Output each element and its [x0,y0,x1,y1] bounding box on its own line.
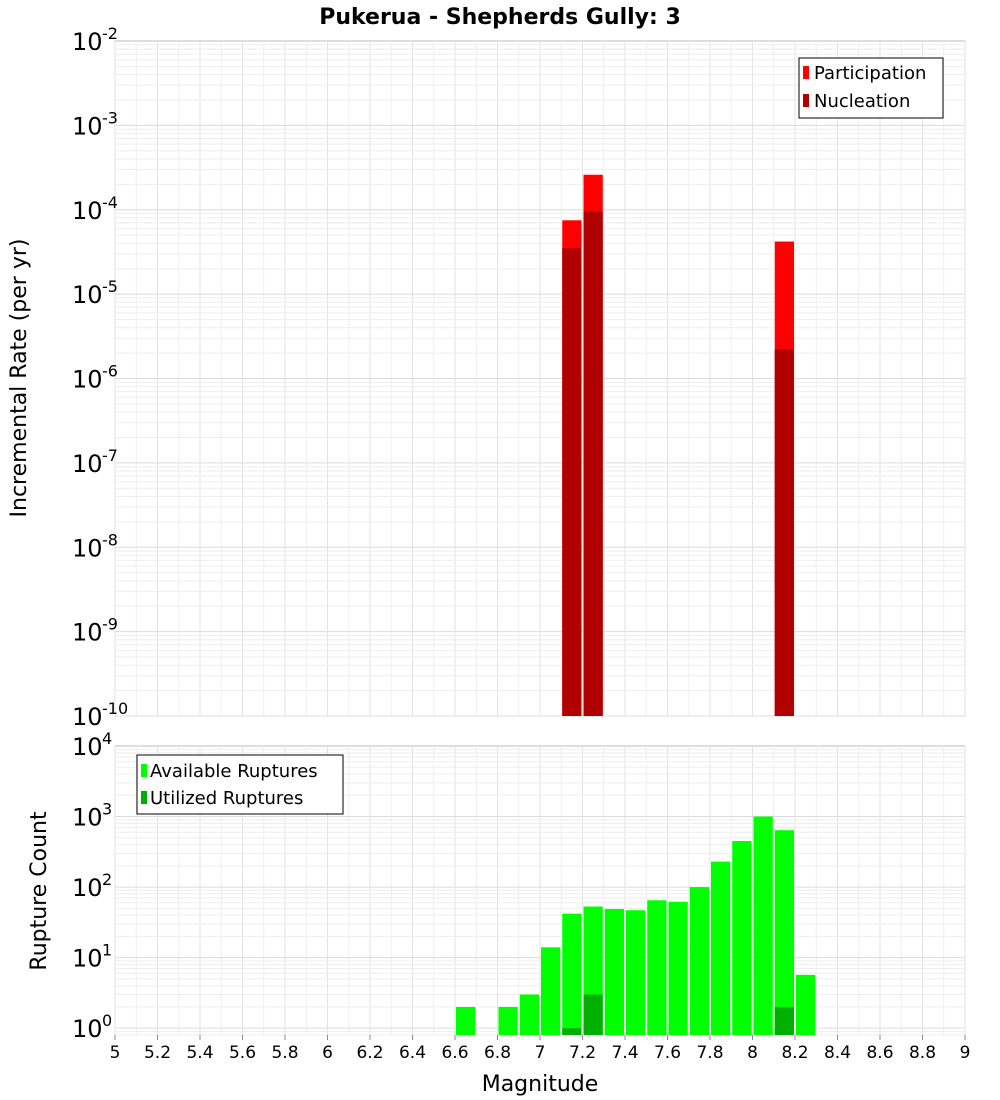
x-tick-label: 5 [110,1043,121,1063]
count-bar-a [541,947,561,1035]
x-tick-label: 8.6 [866,1043,893,1063]
top-bars [562,174,794,717]
rate-bar-b [562,248,582,717]
y-tick-exponent: 1 [102,941,112,960]
legend-utilized-label: Utilized Ruptures [150,788,303,809]
legend-available-swatch [141,764,147,777]
count-bar-a [626,910,646,1035]
y-tick-exponent: -2 [102,24,118,43]
count-bar-a [711,861,731,1035]
chart-title: Pukerua - Shepherds Gully: 3 [319,5,681,30]
rate-bar-b [774,349,794,716]
x-tick-label: 8 [747,1043,758,1063]
y-tick-exponent: -4 [102,193,118,212]
count-bar-b [774,1006,794,1035]
count-bar-a [774,830,794,1035]
legend-utilized-swatch [141,791,147,804]
y-tick-label: 10 [72,281,103,309]
count-bar-a [796,974,816,1035]
y-tick-label: 10 [72,945,103,973]
count-bar-a [647,900,667,1035]
y-tick-exponent: -7 [102,446,118,465]
rate-bar-b [583,211,603,716]
top-y-axis-label: Incremental Rate (per yr) [7,239,32,518]
y-tick-label: 10 [72,450,103,478]
top-y-ticks: 10-210-310-410-510-610-710-810-910-10 [72,24,128,731]
legend-nucleation-label: Nucleation [814,91,910,112]
x-tick-label: 6.4 [399,1043,426,1063]
x-tick-label: 7.4 [611,1043,638,1063]
x-tick-label: 6.6 [441,1043,468,1063]
count-bar-a [732,841,752,1035]
y-tick-label: 10 [72,197,103,225]
y-tick-label: 10 [72,28,103,56]
y-tick-label: 10 [72,804,103,832]
y-tick-exponent: -6 [102,362,118,381]
legend-nucleation-swatch [803,94,809,107]
legend-available-label: Available Ruptures [150,761,318,782]
y-tick-label: 10 [72,619,103,647]
x-tick-label: 8.8 [909,1043,936,1063]
x-tick-label: 7.8 [696,1043,723,1063]
bottom-y-axis-label: Rupture Count [27,811,52,971]
count-bar-b [562,1028,582,1035]
y-tick-exponent: -5 [102,277,118,296]
top-legend: Participation Nucleation [798,57,944,119]
count-bar-b [583,994,603,1035]
legend-participation-label: Participation [814,63,926,84]
x-tick-label: 6.8 [484,1043,511,1063]
y-tick-label: 10 [72,733,103,761]
x-tick-label: 7.2 [569,1043,596,1063]
y-tick-label: 10 [72,1015,103,1043]
bottom-bars [456,816,816,1035]
y-tick-exponent: 4 [102,729,112,748]
participation-panel: 10-210-310-410-510-610-710-810-910-10 In… [7,24,966,731]
y-tick-exponent: -10 [102,699,128,718]
y-tick-exponent: -3 [102,108,118,127]
bottom-legend: Available Ruptures Utilized Ruptures [136,754,344,815]
y-tick-label: 10 [72,534,103,562]
count-bar-a [498,1006,518,1035]
x-tick-label: 7 [535,1043,546,1063]
y-tick-label: 10 [72,703,103,731]
legend-participation-swatch [803,66,809,79]
y-tick-exponent: -8 [102,530,118,549]
x-tick-label: 9 [960,1043,971,1063]
y-tick-exponent: -9 [102,615,118,634]
x-ticks: 5 5.2 5.4 5.6 5.8 6 6.2 6.4 6.6 6.8 7 7.2 7.4 7.6 7.8 8… [110,1035,971,1063]
count-bar-a [562,913,582,1035]
count-bar-a [456,1006,476,1035]
x-tick-label: 5.6 [229,1043,256,1063]
x-tick-label: 6.2 [356,1043,383,1063]
x-tick-label: 8.2 [781,1043,808,1063]
y-tick-exponent: 3 [102,800,112,819]
count-bar-a [604,908,624,1035]
y-tick-label: 10 [72,874,103,902]
x-tick-label: 8.4 [824,1043,851,1063]
y-tick-label: 10 [72,112,103,140]
y-tick-exponent: 0 [102,1011,112,1030]
x-tick-label: 5.4 [186,1043,213,1063]
count-bar-a [753,816,773,1035]
count-bar-a [519,994,539,1035]
y-tick-exponent: 2 [102,870,112,889]
x-tick-label: 6 [322,1043,333,1063]
x-tick-label: 5.2 [144,1043,171,1063]
x-tick-label: 5.8 [271,1043,298,1063]
top-gridlines [114,41,966,717]
x-tick-label: 7.6 [654,1043,681,1063]
y-tick-label: 10 [72,366,103,394]
x-axis-label: Magnitude [482,1072,599,1097]
count-bar-a [689,887,709,1035]
count-bar-a [668,901,688,1035]
